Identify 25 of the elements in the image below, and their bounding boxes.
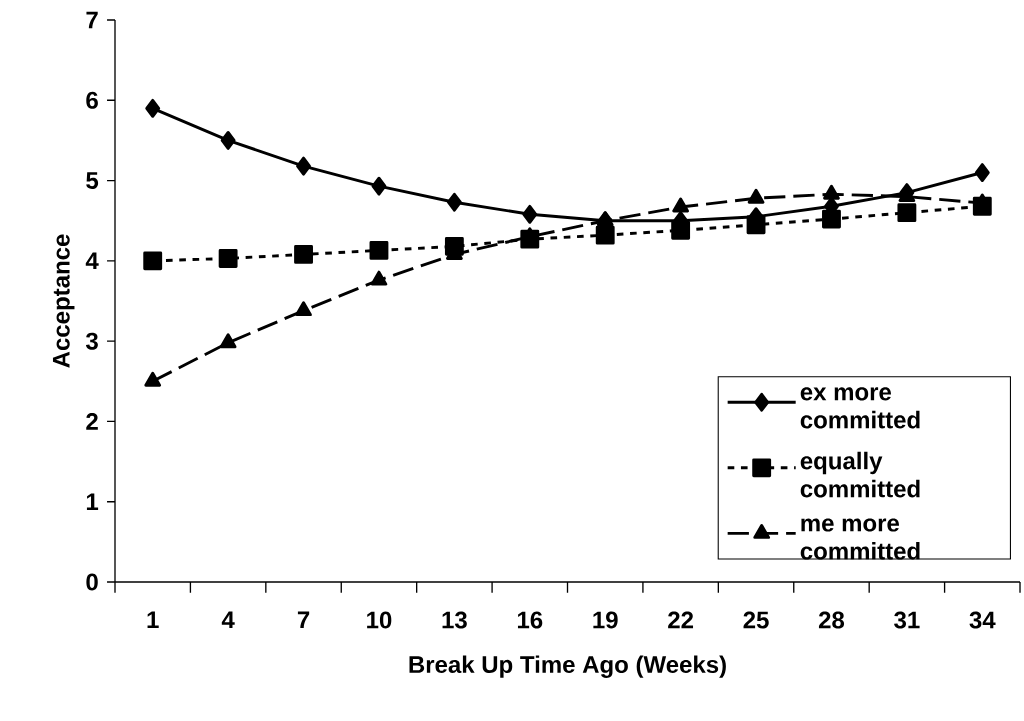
y-tick-label: 1 [86,493,99,510]
x-tick-label: 25 [743,611,769,629]
x-tick-label: 28 [818,611,845,629]
x-tick-label: 7 [297,611,310,629]
x-tick-label: 34 [969,611,996,629]
legend-label: ex more committed [800,387,920,429]
x-tick-label: 1 [147,611,159,629]
x-tick-label: 31 [894,611,920,629]
x-tick-label: 19 [593,611,618,629]
legend-label: equally committed [800,451,920,498]
y-tick-label: 3 [85,332,98,350]
x-tick-label: 22 [668,611,694,629]
y-tick-label: 4 [85,252,99,270]
y-tick-label: 2 [86,413,98,430]
legend-label: me more committed [800,518,920,560]
y-tick-label: 0 [86,573,98,591]
x-tick-label: 13 [442,611,467,629]
y-tick-label: 7 [86,11,98,29]
x-tick-label: 16 [517,611,543,629]
y-tick-label: 6 [86,91,98,109]
x-tick-label: 4 [221,611,235,629]
y-tick-label: 5 [86,172,99,189]
y-axis-title: Acceptance [52,234,75,368]
x-axis-title: Break Up Time Ago (Weeks) [409,655,726,678]
x-tick-label: 10 [367,611,392,629]
